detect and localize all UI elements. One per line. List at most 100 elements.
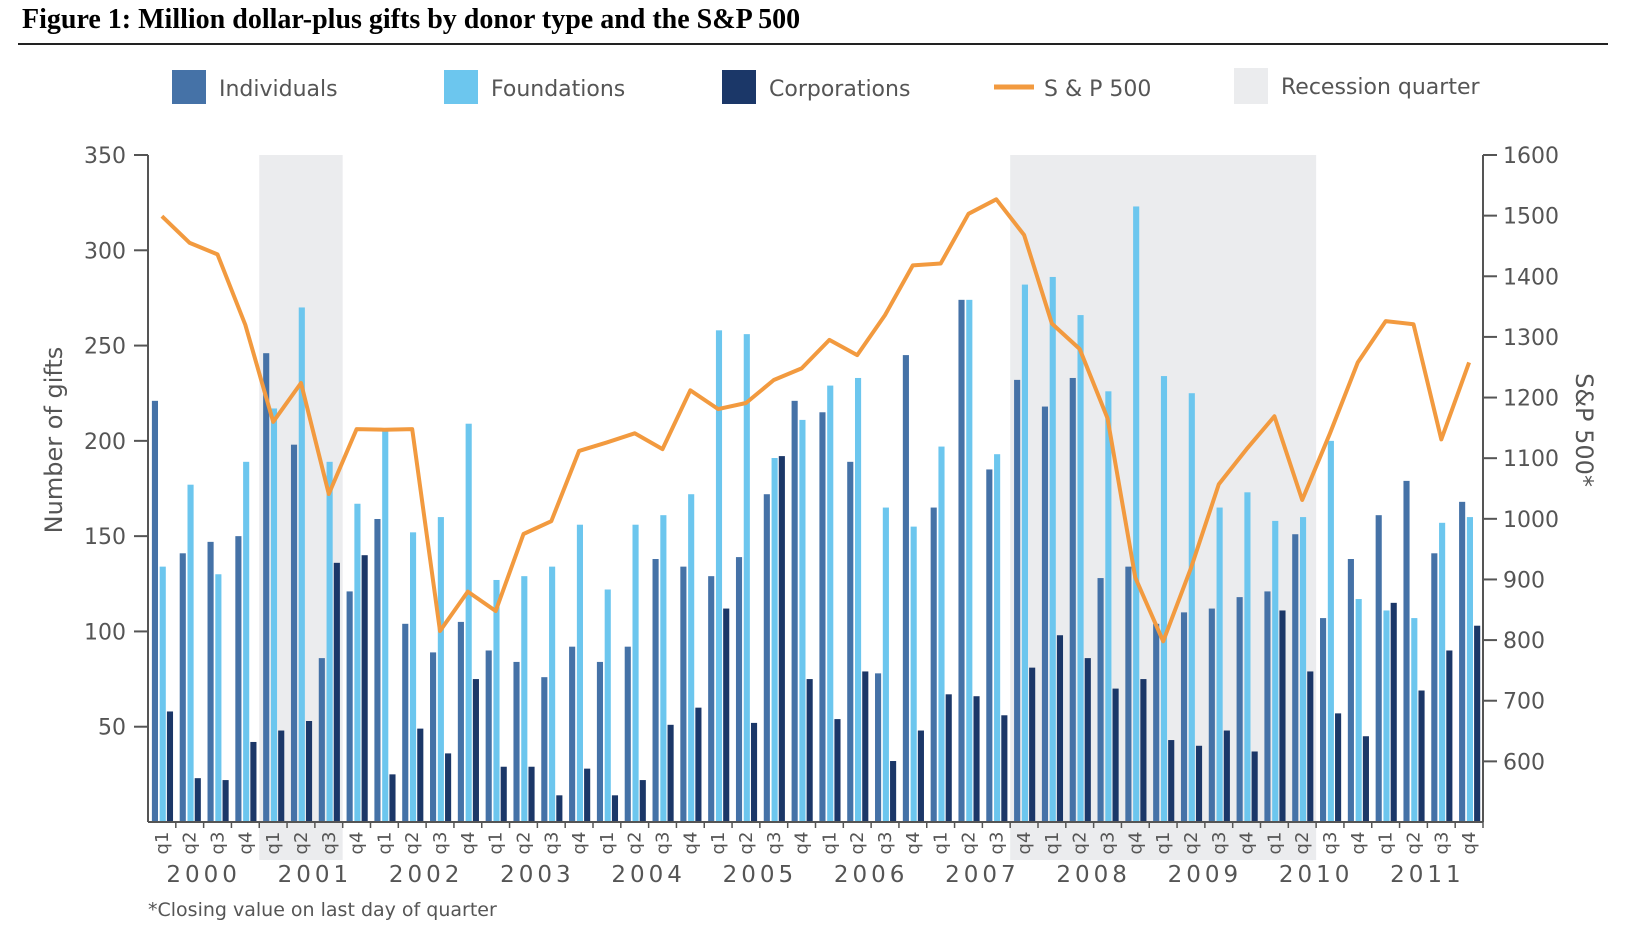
right-tick-label: 800	[1503, 629, 1545, 654]
footnote: *Closing value on last day of quarter	[148, 899, 497, 921]
bar-individuals	[430, 652, 437, 822]
bar-foundations	[1049, 276, 1056, 823]
right-tick-label: 900	[1503, 568, 1545, 593]
bar-individuals	[1459, 501, 1466, 822]
bar-foundations	[910, 526, 917, 822]
year-label: 2010	[1279, 862, 1354, 888]
quarter-label: q1	[1153, 832, 1174, 855]
legend-swatch-foundations	[444, 70, 478, 104]
bar-individuals	[290, 444, 298, 822]
bar-foundations	[938, 446, 945, 822]
bar-individuals	[318, 658, 325, 822]
quarter-label: q3	[1098, 832, 1119, 855]
bar-foundations	[1216, 507, 1223, 822]
left-ticks: 50 100 150 200 250 300 350	[84, 144, 148, 741]
bar-individuals	[1375, 515, 1382, 822]
bar-corporations	[945, 694, 952, 822]
legend-label-corporations: Corporations	[769, 77, 910, 102]
year-label: 2009	[1168, 862, 1243, 888]
quarter-label: q2	[625, 832, 646, 855]
bar-corporations	[611, 795, 619, 822]
year-label: 2005	[723, 862, 798, 888]
quarter-label: q2	[847, 832, 868, 855]
bar-foundations	[1327, 440, 1334, 822]
quarter-label: q1	[486, 832, 507, 855]
bar-foundations	[1272, 520, 1279, 822]
bar-corporations	[750, 722, 758, 822]
year-label: 2011	[1390, 862, 1465, 888]
bar-individuals	[457, 621, 464, 822]
bar-individuals	[1180, 612, 1188, 822]
bar-corporations	[445, 753, 452, 822]
bar-individuals	[151, 400, 159, 822]
quarter-label: q3	[653, 832, 674, 855]
bar-individuals	[875, 673, 882, 822]
bar-corporations	[500, 766, 507, 822]
right-tick-label: 1300	[1503, 326, 1559, 351]
bar-corporations	[834, 719, 841, 822]
left-tick-label: 100	[84, 620, 126, 645]
bar-individuals	[1014, 379, 1021, 822]
quarter-label: q3	[430, 832, 451, 855]
bar-corporations	[723, 608, 730, 822]
bar-corporations	[917, 730, 924, 822]
bar-foundations	[660, 515, 667, 822]
year-label: 2008	[1056, 862, 1131, 888]
quarter-label: q1	[263, 832, 284, 855]
quarter-label: q4	[458, 832, 479, 855]
bar-corporations	[222, 780, 229, 822]
quarter-label: q3	[319, 832, 340, 855]
right-tick-label: 1400	[1503, 265, 1559, 290]
bar-foundations	[1439, 522, 1446, 822]
legend-label-sp500: S & P 500	[1044, 77, 1151, 102]
bar-foundations	[1021, 284, 1028, 822]
bar-individuals	[1403, 480, 1410, 822]
bar-individuals	[902, 355, 909, 822]
right-tick-label: 600	[1503, 750, 1545, 775]
bar-individuals	[1292, 534, 1299, 822]
bar-individuals	[847, 461, 854, 822]
bar-corporations	[1474, 625, 1481, 822]
bar-corporations	[890, 761, 897, 822]
bar-corporations	[361, 555, 368, 822]
bar-individuals	[1431, 553, 1438, 822]
bar-corporations	[1056, 635, 1064, 822]
bar-individuals	[1041, 406, 1049, 822]
bar-foundations	[382, 429, 389, 822]
bar-foundations	[1105, 391, 1112, 822]
bar-corporations	[556, 795, 563, 822]
legend-label-recession: Recession quarter	[1281, 75, 1480, 100]
bar-individuals	[569, 646, 576, 822]
bar-corporations	[417, 728, 424, 822]
bar-corporations	[528, 766, 535, 822]
bar-individuals	[708, 576, 715, 822]
bar-individuals	[207, 541, 214, 822]
bar-corporations	[1140, 679, 1147, 822]
quarter-label: q1	[1376, 832, 1397, 855]
year-label: 2007	[945, 862, 1020, 888]
bar-corporations	[1307, 671, 1314, 822]
bar-individuals	[541, 677, 548, 822]
bar-corporations	[1390, 602, 1397, 822]
year-label: 2004	[611, 862, 686, 888]
bar-individuals	[791, 400, 798, 822]
year-label: 2000	[166, 862, 241, 888]
bar-individuals	[513, 661, 520, 822]
bar-corporations	[584, 768, 591, 822]
quarter-label: q2	[1181, 832, 1202, 855]
quarter-label: q3	[764, 832, 785, 855]
quarter-label: q1	[597, 832, 618, 855]
quarter-label: q4	[1125, 832, 1146, 855]
right-tick-label: 1200	[1503, 387, 1559, 412]
year-label: 2001	[278, 862, 353, 888]
right-tick-label: 1100	[1503, 447, 1559, 472]
bar-individuals	[930, 507, 937, 822]
quarter-label: q4	[1348, 832, 1369, 855]
bar-individuals	[346, 591, 353, 822]
bar-foundations	[1355, 599, 1362, 822]
bar-foundations	[1077, 315, 1084, 822]
legend-swatch-individuals	[172, 70, 206, 104]
bar-individuals	[680, 566, 687, 822]
bar-foundations	[354, 503, 361, 822]
bar-corporations	[1335, 713, 1342, 822]
